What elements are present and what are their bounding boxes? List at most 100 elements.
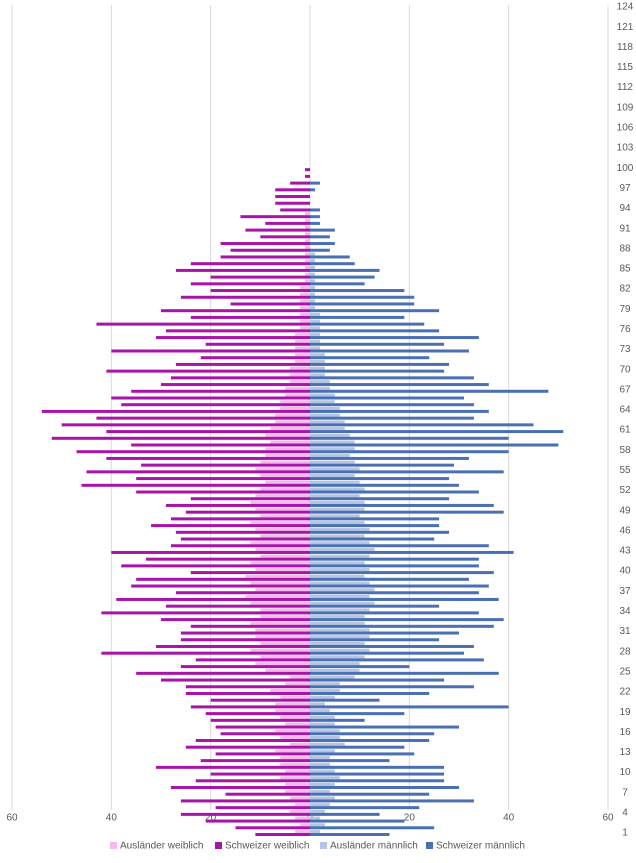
bar [310,735,340,739]
bar [310,188,315,192]
bar [190,262,310,266]
bar [136,477,310,481]
bar [310,248,330,252]
bar [310,665,410,669]
bar [310,521,365,525]
bar [310,658,484,662]
bar [310,507,365,511]
bar [255,588,310,592]
bar [161,383,310,387]
bar [310,309,440,313]
bar [310,329,440,333]
bar [310,353,325,357]
bar [180,665,310,669]
bar [210,698,310,702]
bar [300,326,310,330]
bar [310,322,425,326]
y-tick-label: 52 [619,485,631,496]
bar [300,319,310,323]
bar [310,745,405,749]
bar [310,306,315,310]
bar [270,427,310,431]
bar [136,577,310,581]
bar [310,450,509,454]
bar [310,514,360,518]
bar [295,359,310,363]
bar [310,702,325,706]
bar [51,436,310,440]
bar [310,738,430,742]
bar [106,369,310,373]
bar [310,292,315,296]
bar [310,346,320,350]
bar [310,796,335,800]
bar [310,477,450,481]
bar [310,208,320,212]
bar [136,671,310,675]
bar [305,259,310,263]
bar [265,447,310,451]
bar [310,651,464,655]
bar [310,413,340,417]
legend-label: Ausländer männlich [330,841,418,852]
bar [310,389,549,393]
bar [310,571,494,575]
bar [290,366,310,370]
bar [295,830,310,833]
bar [310,383,489,387]
bar [310,349,469,353]
bar [310,289,405,293]
y-tick-label: 76 [619,324,631,335]
bar [310,756,330,760]
bar [121,403,311,407]
bar [185,745,310,749]
bar [310,604,440,608]
bar [310,286,315,290]
bar [190,497,310,501]
bar [170,785,310,789]
bar [275,749,310,753]
bar [310,742,345,746]
bar [310,268,380,272]
bar [310,369,445,373]
bar [305,225,310,229]
x-tick-label: 40 [106,813,118,824]
bar [275,195,310,199]
y-tick-label: 16 [619,727,631,738]
bar [190,571,310,575]
bar [235,826,310,830]
bar [265,668,310,672]
bar [310,380,330,384]
bar [310,430,564,434]
bar [310,467,360,471]
bar [76,450,310,454]
bar [121,564,311,568]
bar [285,386,310,390]
x-tick-label: 20 [404,813,416,824]
bar [285,682,310,686]
bar [310,490,479,494]
y-tick-label: 121 [617,22,634,33]
bar [310,336,479,340]
bar [175,268,310,272]
bar [41,409,311,413]
bar [310,759,390,763]
bar [310,453,350,457]
bar [310,819,405,823]
bar [101,611,311,615]
bar [310,712,405,716]
x-tick-label: 40 [503,813,515,824]
bar [310,282,365,286]
bar [180,812,310,816]
y-tick-label: 67 [619,384,631,395]
bar [310,615,365,619]
bar [310,235,330,239]
bar [300,292,310,296]
bar [295,339,310,343]
bar [175,530,310,534]
bar [275,729,310,733]
y-tick-label: 64 [619,405,631,416]
bar [245,228,310,232]
bar [161,309,310,313]
y-tick-label: 103 [617,143,634,154]
